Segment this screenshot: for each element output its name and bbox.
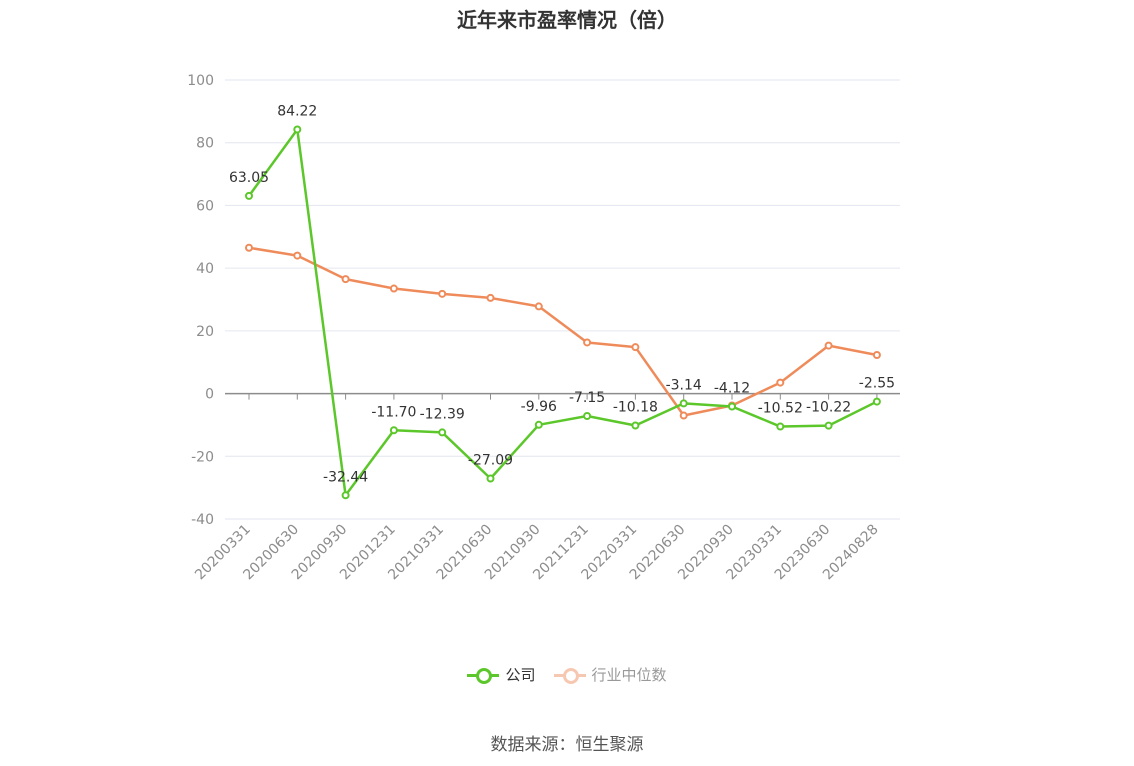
data-label: -4.12 bbox=[714, 380, 750, 396]
company-data-point bbox=[679, 399, 688, 408]
legend-item-industry-median[interactable]: 行业中位数 bbox=[553, 664, 667, 685]
data-label: -2.55 bbox=[859, 376, 895, 392]
industry-median-data-point bbox=[389, 284, 398, 293]
legend-swatch-industry-median bbox=[553, 666, 586, 684]
company-data-point bbox=[583, 411, 592, 420]
y-tick-label: 60 bbox=[196, 198, 214, 214]
industry-median-data-point bbox=[679, 411, 688, 420]
data-label: -12.39 bbox=[420, 406, 465, 422]
legend-label-company: 公司 bbox=[505, 666, 536, 684]
legend-swatch-company bbox=[467, 666, 500, 684]
y-tick-label: 80 bbox=[196, 136, 214, 152]
company-series-line bbox=[247, 128, 878, 497]
data-label: -10.18 bbox=[613, 399, 658, 415]
company-data-point bbox=[534, 420, 543, 429]
industry-median-data-point bbox=[245, 243, 253, 252]
data-label: 63.05 bbox=[229, 170, 269, 186]
company-data-point bbox=[438, 428, 447, 437]
company-data-point bbox=[341, 491, 350, 500]
data-label: -10.22 bbox=[806, 400, 851, 416]
industry-median-data-point bbox=[824, 341, 833, 350]
data-label: -27.09 bbox=[468, 453, 513, 469]
y-tick-label: 0 bbox=[205, 387, 214, 403]
industry-median-data-point bbox=[872, 351, 881, 360]
legend-label-industry-median: 行业中位数 bbox=[591, 666, 667, 684]
data-label: -32.44 bbox=[323, 469, 368, 485]
data-label: -11.70 bbox=[371, 404, 416, 420]
company-data-point bbox=[245, 191, 253, 200]
industry-median-data-point bbox=[631, 343, 640, 352]
data-label: -7.15 bbox=[569, 390, 605, 406]
industry-median-data-point bbox=[776, 378, 785, 387]
industry-median-data-point bbox=[486, 293, 495, 302]
industry-median-data-point bbox=[534, 302, 543, 311]
company-data-point bbox=[728, 402, 736, 411]
chart-title: 近年来市盈率情况（倍） bbox=[457, 8, 677, 32]
y-tick-label: 20 bbox=[196, 324, 214, 340]
data-source: 数据来源：恒生聚源 bbox=[490, 735, 644, 755]
data-label: 84.22 bbox=[277, 103, 317, 119]
company-data-point bbox=[776, 422, 785, 431]
legend: 公司 行业中位数 bbox=[0, 664, 1134, 685]
data-label: -9.96 bbox=[521, 399, 557, 415]
legend-item-company[interactable]: 公司 bbox=[467, 664, 536, 685]
industry-median-series-line bbox=[248, 246, 878, 417]
line-chart: -40-200204060801002020033120200630202009… bbox=[187, 73, 900, 583]
company-data-point bbox=[631, 421, 640, 430]
company-data-point bbox=[293, 125, 302, 134]
industry-median-data-point bbox=[438, 289, 447, 298]
data-label: -3.14 bbox=[666, 377, 702, 393]
data-label: -10.52 bbox=[758, 401, 803, 417]
company-data-point bbox=[486, 474, 495, 483]
industry-median-data-point bbox=[341, 275, 350, 284]
industry-median-data-point bbox=[583, 338, 592, 347]
y-tick-label: 40 bbox=[196, 261, 214, 277]
company-data-point bbox=[389, 426, 398, 435]
industry-median-data-point bbox=[293, 251, 302, 260]
company-data-point bbox=[872, 397, 881, 406]
company-data-point bbox=[824, 421, 833, 430]
y-tick-label: -40 bbox=[191, 512, 214, 528]
y-tick-label: 100 bbox=[187, 73, 214, 89]
y-tick-label: -20 bbox=[191, 449, 214, 465]
